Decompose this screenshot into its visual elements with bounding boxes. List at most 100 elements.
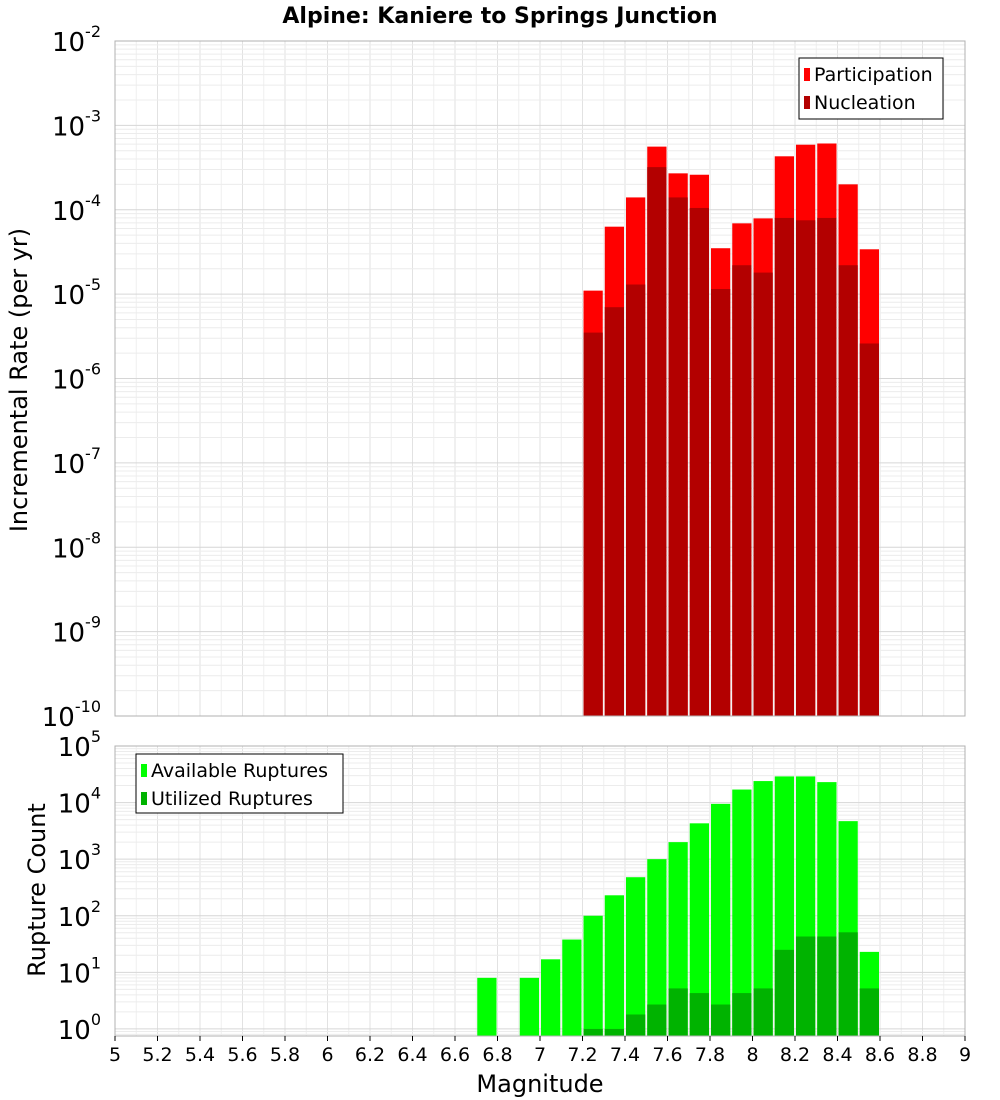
x-tick-label: 8.4: [822, 1044, 852, 1066]
bar: [774, 217, 794, 716]
x-tick-label: 7: [534, 1044, 546, 1066]
x-tick-label: 8: [746, 1044, 758, 1066]
y-tick-label: 103: [58, 840, 101, 876]
x-tick-label: 6.4: [397, 1044, 427, 1066]
bar: [583, 915, 603, 1036]
y-tick-label: 10-4: [52, 191, 101, 227]
x-tick-label: 5.6: [227, 1044, 257, 1066]
bar: [519, 977, 539, 1036]
y-tick-label: 101: [58, 953, 101, 989]
bar: [859, 343, 879, 716]
x-tick-label: 6: [321, 1044, 333, 1066]
y-tick-base: 10: [52, 366, 85, 396]
y-tick-base: 10: [52, 450, 85, 480]
bar: [796, 220, 816, 717]
y-tick-base: 10: [58, 903, 91, 933]
bar: [562, 939, 582, 1036]
bar: [711, 1004, 731, 1036]
bar: [732, 789, 752, 1036]
x-tick-label: 6.8: [482, 1044, 512, 1066]
y-tick-exponent: -2: [85, 22, 101, 41]
x-tick-label: 7.4: [610, 1044, 640, 1066]
bar: [711, 289, 731, 716]
bar: [647, 167, 667, 716]
y-tick-base: 10: [58, 1016, 91, 1046]
legend-swatch: [804, 68, 810, 81]
y-tick-base: 10: [58, 733, 91, 763]
y-tick-exponent: 1: [91, 953, 101, 972]
bar: [668, 197, 688, 717]
legend-swatch: [141, 764, 147, 777]
bar: [583, 332, 603, 716]
legend-box: [135, 753, 344, 814]
x-tick-labels: 5 5.2 5.4 5.6 5.8 6 6.2 6.4 6.6 6.8 7 7.2 7.4 7.6 7.8 8…: [109, 1036, 971, 1066]
legend-label: Utilized Ruptures: [151, 788, 313, 810]
legend: Available Ruptures Utilized Ruptures: [135, 753, 344, 814]
bar: [626, 284, 646, 716]
bar: [604, 1028, 624, 1036]
x-tick-label: 7.2: [567, 1044, 597, 1066]
x-tick-label: 5.2: [142, 1044, 172, 1066]
y-tick-exponent: -8: [85, 528, 101, 547]
plot-frame: [114, 40, 966, 717]
bar-series-group: [477, 776, 879, 1036]
bar: [668, 842, 688, 1036]
bar: [689, 993, 709, 1036]
x-tick-label: 9: [959, 1044, 971, 1066]
y-tick-base: 10: [52, 28, 85, 58]
y-tick-label: 10-5: [52, 275, 101, 311]
y-tick-base: 10: [52, 197, 85, 227]
bar: [689, 207, 709, 716]
legend-label: Nucleation: [814, 92, 916, 114]
y-tick-label: 10-2: [52, 22, 101, 58]
top-y-axis-label: Incremental Rate (per yr): [5, 228, 33, 532]
series-nucleation: [583, 167, 879, 717]
series-utilized-ruptures: [583, 932, 879, 1036]
y-tick-base: 10: [58, 846, 91, 876]
y-tick-exponent: -9: [85, 613, 101, 632]
bar: [753, 988, 773, 1036]
bar: [859, 988, 879, 1036]
x-tick-label: 5.8: [270, 1044, 300, 1066]
y-tick-label: 100: [58, 1010, 101, 1046]
legend: Participation Nucleation: [798, 57, 944, 120]
y-tick-exponent: -5: [85, 275, 101, 294]
y-tick-base: 10: [52, 281, 85, 311]
bar: [753, 781, 773, 1036]
bar: [838, 265, 858, 716]
bottom-y-axis-label: Rupture Count: [23, 803, 51, 977]
x-tick-label: 8.6: [865, 1044, 895, 1066]
y-tick-label: 102: [58, 897, 101, 933]
bar: [626, 1014, 646, 1036]
bar: [838, 932, 858, 1036]
bar: [647, 859, 667, 1036]
legend-swatch: [804, 96, 810, 109]
y-tick-exponent: 4: [91, 784, 101, 803]
bar: [796, 936, 816, 1036]
bar: [689, 823, 709, 1036]
bar: [732, 265, 752, 716]
bar: [647, 1004, 667, 1036]
bar-series-group: [583, 143, 879, 717]
bar: [583, 1028, 603, 1036]
x-tick-label: 6.6: [440, 1044, 470, 1066]
bar: [477, 977, 497, 1036]
y-tick-base: 10: [42, 703, 75, 733]
chart-title: Alpine: Kaniere to Springs Junction: [282, 4, 717, 29]
x-tick-label: 6.2: [355, 1044, 385, 1066]
legend-label: Participation: [814, 64, 933, 86]
legend-box: [798, 57, 944, 120]
x-tick-label: 5: [109, 1044, 121, 1066]
y-tick-base: 10: [58, 959, 91, 989]
y-tick-exponent: 5: [91, 727, 101, 746]
y-tick-base: 10: [58, 790, 91, 820]
bar: [753, 272, 773, 716]
bar: [626, 877, 646, 1036]
y-tick-base: 10: [52, 534, 85, 564]
y-tick-label: 10-7: [52, 444, 101, 480]
y-tick-exponent: 3: [91, 840, 101, 859]
y-tick-label: 10-10: [42, 697, 101, 733]
